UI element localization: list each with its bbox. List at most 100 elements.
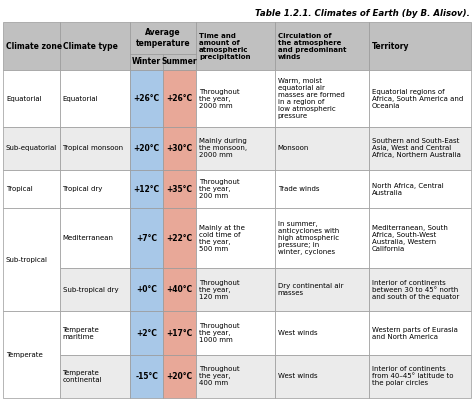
Text: Temperate
maritime: Temperate maritime bbox=[63, 327, 99, 340]
Text: Trade winds: Trade winds bbox=[278, 186, 319, 192]
Bar bbox=[3, 209, 60, 312]
Bar bbox=[275, 70, 369, 127]
Bar bbox=[163, 54, 196, 70]
Text: +0°C: +0°C bbox=[136, 286, 157, 294]
Bar bbox=[196, 355, 275, 398]
Text: Throughout
the year,
2000 mm: Throughout the year, 2000 mm bbox=[199, 89, 240, 109]
Bar bbox=[196, 70, 275, 127]
Bar bbox=[60, 170, 130, 209]
Text: Monsoon: Monsoon bbox=[278, 146, 309, 152]
Text: Throughout
the year,
200 mm: Throughout the year, 200 mm bbox=[199, 179, 240, 199]
Bar bbox=[130, 209, 163, 268]
Text: Time and
amount of
atmospheric
precipitation: Time and amount of atmospheric precipita… bbox=[199, 32, 251, 60]
Text: +7°C: +7°C bbox=[136, 234, 157, 243]
Text: Throughout
the year,
400 mm: Throughout the year, 400 mm bbox=[199, 367, 240, 387]
Text: Circulation of
the atmosphere
and predominant
winds: Circulation of the atmosphere and predom… bbox=[278, 32, 346, 60]
Bar bbox=[163, 312, 196, 355]
Bar bbox=[163, 355, 196, 398]
Bar bbox=[130, 127, 163, 170]
Bar bbox=[130, 268, 163, 312]
Text: Summer: Summer bbox=[162, 57, 198, 67]
Bar bbox=[3, 70, 60, 127]
Bar bbox=[196, 312, 275, 355]
Bar bbox=[369, 312, 471, 355]
Text: Interior of continents
from 40–45° latitude to
the polar circles: Interior of continents from 40–45° latit… bbox=[372, 367, 454, 387]
Text: Equatorial regions of
Africa, South America and
Oceania: Equatorial regions of Africa, South Amer… bbox=[372, 89, 463, 109]
Text: Winter: Winter bbox=[132, 57, 161, 67]
Bar bbox=[3, 312, 60, 398]
Bar bbox=[130, 355, 163, 398]
Bar bbox=[369, 170, 471, 209]
Bar bbox=[163, 170, 196, 209]
Bar bbox=[196, 268, 275, 312]
Bar bbox=[163, 70, 196, 127]
Bar bbox=[3, 22, 60, 70]
Text: +17°C: +17°C bbox=[166, 328, 193, 338]
Bar bbox=[60, 312, 130, 355]
Bar bbox=[275, 170, 369, 209]
Text: Climate zone: Climate zone bbox=[6, 42, 62, 51]
Bar bbox=[3, 127, 60, 170]
Text: Territory: Territory bbox=[372, 42, 410, 51]
Text: Equatorial: Equatorial bbox=[63, 95, 98, 101]
Bar bbox=[163, 268, 196, 312]
Text: Throughout
the year,
120 mm: Throughout the year, 120 mm bbox=[199, 280, 240, 300]
Text: +30°C: +30°C bbox=[167, 144, 193, 153]
Text: +26°C: +26°C bbox=[134, 94, 160, 103]
Bar bbox=[60, 70, 130, 127]
Text: Interior of continents
between 30 to 45° north
and south of the equator: Interior of continents between 30 to 45°… bbox=[372, 280, 459, 300]
Text: Tropical dry: Tropical dry bbox=[63, 186, 103, 192]
Bar bbox=[163, 127, 196, 170]
Text: Sub-equatorial: Sub-equatorial bbox=[6, 146, 57, 152]
Bar bbox=[275, 127, 369, 170]
Text: Dry continental air
masses: Dry continental air masses bbox=[278, 284, 343, 296]
Text: -15°C: -15°C bbox=[135, 372, 158, 381]
Bar bbox=[60, 209, 130, 268]
Text: Average
temperature: Average temperature bbox=[136, 28, 191, 47]
Bar bbox=[130, 70, 163, 127]
Text: West winds: West winds bbox=[278, 373, 317, 379]
Text: West winds: West winds bbox=[278, 330, 317, 336]
Bar bbox=[60, 355, 130, 398]
Bar bbox=[369, 355, 471, 398]
Text: Mediterranean, South
Africa, South-West
Australia, Western
California: Mediterranean, South Africa, South-West … bbox=[372, 225, 448, 252]
Bar bbox=[275, 312, 369, 355]
Bar bbox=[369, 268, 471, 312]
Text: North Africa, Central
Australia: North Africa, Central Australia bbox=[372, 183, 444, 196]
Text: Temperate
continental: Temperate continental bbox=[63, 370, 102, 383]
Text: +40°C: +40°C bbox=[167, 286, 193, 294]
Text: Mainly during
the monsoon,
2000 mm: Mainly during the monsoon, 2000 mm bbox=[199, 138, 247, 158]
Bar bbox=[196, 127, 275, 170]
Bar bbox=[130, 22, 196, 54]
Bar bbox=[275, 355, 369, 398]
Bar bbox=[163, 209, 196, 268]
Text: Table 1.2.1. Climates of Earth (by B. Alisov).: Table 1.2.1. Climates of Earth (by B. Al… bbox=[255, 10, 470, 18]
Text: Sub-tropical dry: Sub-tropical dry bbox=[63, 287, 118, 293]
Text: Warm, moist
equatorial air
masses are formed
in a region of
low atmospheric
pres: Warm, moist equatorial air masses are fo… bbox=[278, 78, 345, 119]
Bar bbox=[275, 268, 369, 312]
Bar bbox=[196, 22, 275, 70]
Bar bbox=[369, 22, 471, 70]
Bar bbox=[369, 127, 471, 170]
Bar bbox=[275, 209, 369, 268]
Bar bbox=[369, 70, 471, 127]
Bar bbox=[369, 209, 471, 268]
Text: Tropical: Tropical bbox=[6, 186, 33, 192]
Text: +22°C: +22°C bbox=[167, 234, 193, 243]
Bar bbox=[196, 209, 275, 268]
Text: +35°C: +35°C bbox=[167, 185, 192, 194]
Text: +12°C: +12°C bbox=[134, 185, 160, 194]
Text: +2°C: +2°C bbox=[136, 328, 157, 338]
Bar bbox=[3, 170, 60, 209]
Text: Climate type: Climate type bbox=[63, 42, 118, 51]
Bar bbox=[60, 127, 130, 170]
Text: Southern and South-East
Asia, West and Central
Africa, Northern Australia: Southern and South-East Asia, West and C… bbox=[372, 138, 461, 158]
Text: +20°C: +20°C bbox=[134, 144, 160, 153]
Text: Equatorial: Equatorial bbox=[6, 95, 42, 101]
Bar bbox=[60, 22, 130, 70]
Bar bbox=[60, 268, 130, 312]
Text: In summer,
anticyclones with
high atmospheric
pressure; in
winter, cyclones: In summer, anticyclones with high atmosp… bbox=[278, 221, 339, 255]
Bar bbox=[130, 312, 163, 355]
Text: Sub-tropical: Sub-tropical bbox=[6, 257, 48, 263]
Text: Mainly at the
cold time of
the year,
500 mm: Mainly at the cold time of the year, 500… bbox=[199, 225, 245, 252]
